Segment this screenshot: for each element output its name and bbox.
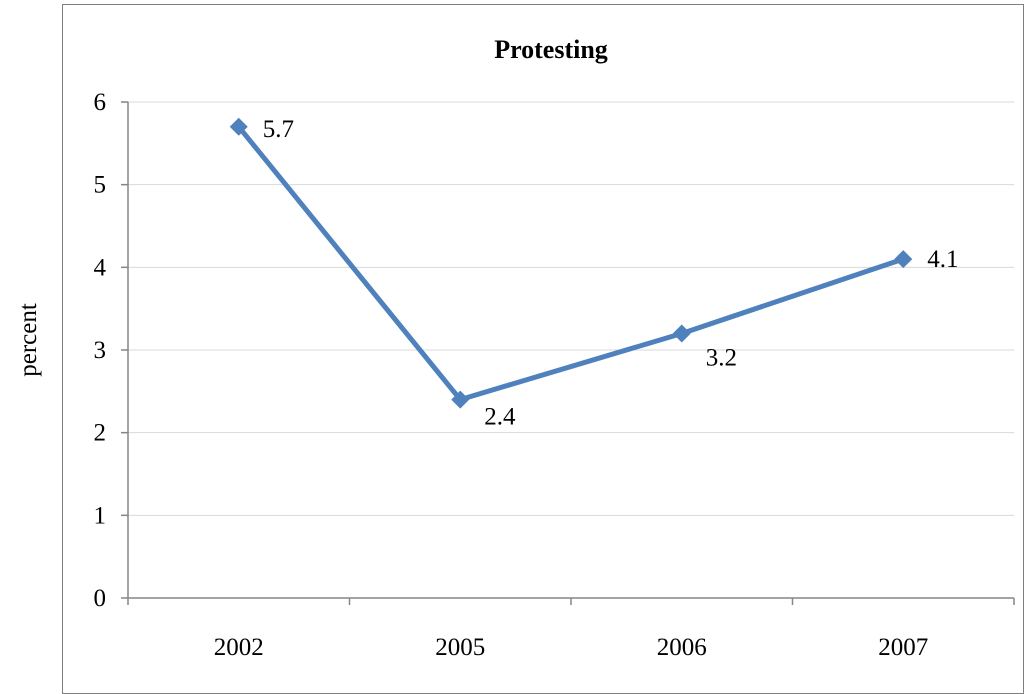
data-point-2006 <box>672 324 691 343</box>
x-tick-label-2007: 2007 <box>878 634 928 661</box>
y-tick-label-2: 2 <box>94 420 107 447</box>
x-tick-label-2005: 2005 <box>435 634 485 661</box>
labels-layer: 0 1 2 3 4 5 6 2002 2005 2006 2007 5.7 2.4 3.2 4.1 <box>94 89 959 661</box>
x-tick-label-2006: 2006 <box>657 634 707 661</box>
chart-frame <box>62 4 1024 694</box>
y-tick-label-5: 5 <box>94 172 107 199</box>
y-tick-label-0: 0 <box>94 585 107 612</box>
data-label-2006: 3.2 <box>706 344 737 371</box>
data-point-2002 <box>229 117 248 136</box>
series-layer <box>229 117 913 409</box>
data-label-2005: 2.4 <box>484 404 516 431</box>
y-axis-label: percent <box>15 303 42 377</box>
x-tick-label-2002: 2002 <box>214 634 264 661</box>
y-tick-label-1: 1 <box>94 502 107 529</box>
y-tick-label-4: 4 <box>94 254 107 281</box>
series-line <box>236 125 905 403</box>
y-tick-label-6: 6 <box>94 89 107 116</box>
axes <box>121 101 1015 605</box>
gridlines <box>128 101 1014 516</box>
chart-title: Protesting <box>494 35 608 64</box>
data-label-2007: 4.1 <box>927 246 958 273</box>
data-label-2002: 5.7 <box>263 116 294 143</box>
y-tick-label-3: 3 <box>94 337 107 364</box>
data-point-2005 <box>451 390 470 409</box>
data-point-2007 <box>894 250 913 269</box>
